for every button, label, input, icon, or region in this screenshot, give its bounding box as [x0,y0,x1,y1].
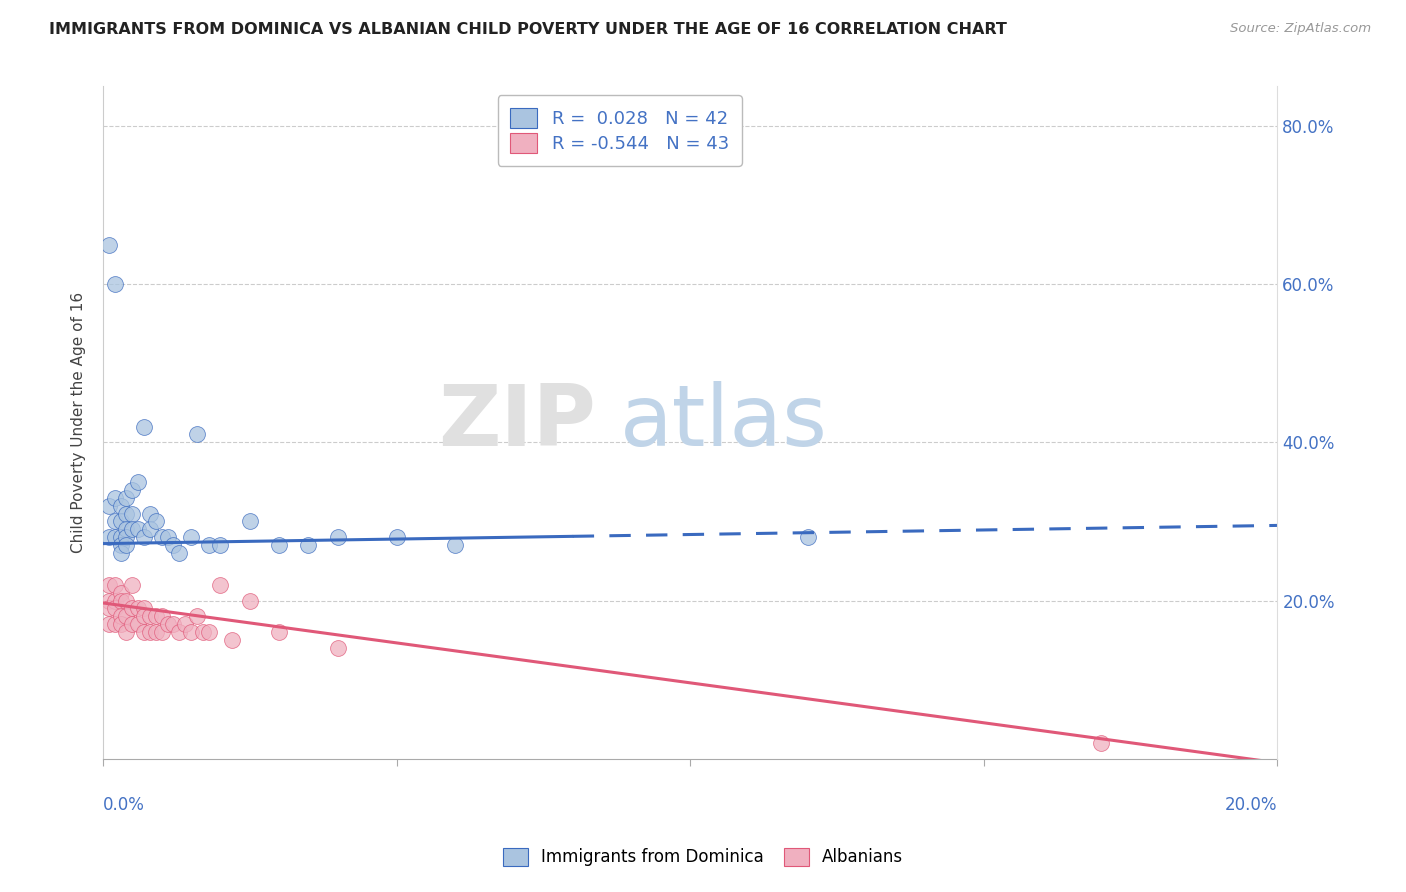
Point [145,609,167,624]
Point [110,538,132,552]
Y-axis label: Child Poverty Under the Age of 16: Child Poverty Under the Age of 16 [72,292,86,553]
Point [104,491,127,505]
Point [104,593,127,607]
Point [186,427,208,442]
Point [297,538,319,552]
Point [97,237,120,252]
Point [444,538,467,552]
Point [97,578,120,592]
Point [385,530,408,544]
Point [139,507,162,521]
Text: 20.0%: 20.0% [1225,796,1278,814]
Point [150,625,173,640]
Point [150,530,173,544]
Point [104,601,127,615]
Point [115,593,138,607]
Point [97,617,120,632]
Point [132,530,155,544]
Point [115,625,138,640]
Point [104,515,127,529]
Point [115,491,138,505]
Point [115,609,138,624]
Point [209,578,232,592]
Point [132,419,155,434]
Point [326,640,349,655]
Point [115,507,138,521]
Text: 0.0%: 0.0% [103,796,145,814]
Text: IMMIGRANTS FROM DOMINICA VS ALBANIAN CHILD POVERTY UNDER THE AGE OF 16 CORRELATI: IMMIGRANTS FROM DOMINICA VS ALBANIAN CHI… [49,22,1007,37]
Point [110,617,132,632]
Point [97,530,120,544]
Point [1090,736,1112,750]
Point [110,609,132,624]
Point [121,578,143,592]
Point [104,617,127,632]
Point [139,609,162,624]
Point [97,601,120,615]
Point [115,530,138,544]
Point [127,475,149,489]
Text: ZIP: ZIP [439,381,596,464]
Point [197,625,219,640]
Point [127,601,149,615]
Point [110,530,132,544]
Point [110,585,132,599]
Legend: Immigrants from Dominica, Albanians: Immigrants from Dominica, Albanians [495,839,911,875]
Point [110,546,132,560]
Point [132,625,155,640]
Point [132,601,155,615]
Point [121,601,143,615]
Point [139,522,162,536]
Point [209,538,232,552]
Point [267,625,290,640]
Point [180,625,202,640]
Text: atlas: atlas [620,381,828,464]
Point [267,538,290,552]
Point [145,625,167,640]
Point [104,277,127,292]
Text: Source: ZipAtlas.com: Source: ZipAtlas.com [1230,22,1371,36]
Point [162,617,184,632]
Point [121,507,143,521]
Point [156,617,179,632]
Point [186,609,208,624]
Point [127,522,149,536]
Point [110,515,132,529]
Point [150,609,173,624]
Point [97,593,120,607]
Point [239,515,262,529]
Point [326,530,349,544]
Point [221,633,243,648]
Point [97,499,120,513]
Point [110,593,132,607]
Point [180,530,202,544]
Point [110,499,132,513]
Point [121,483,143,497]
Point [156,530,179,544]
Point [145,515,167,529]
Point [174,617,197,632]
Point [115,522,138,536]
Point [104,578,127,592]
Point [197,538,219,552]
Point [104,530,127,544]
Point [132,609,155,624]
Point [127,617,149,632]
Point [167,625,190,640]
Point [121,522,143,536]
Point [167,546,190,560]
Point [191,625,214,640]
Point [162,538,184,552]
Point [139,625,162,640]
Point [121,617,143,632]
Legend: R =  0.028   N = 42, R = -0.544   N = 43: R = 0.028 N = 42, R = -0.544 N = 43 [498,95,742,166]
Point [796,530,818,544]
Point [115,538,138,552]
Point [239,593,262,607]
